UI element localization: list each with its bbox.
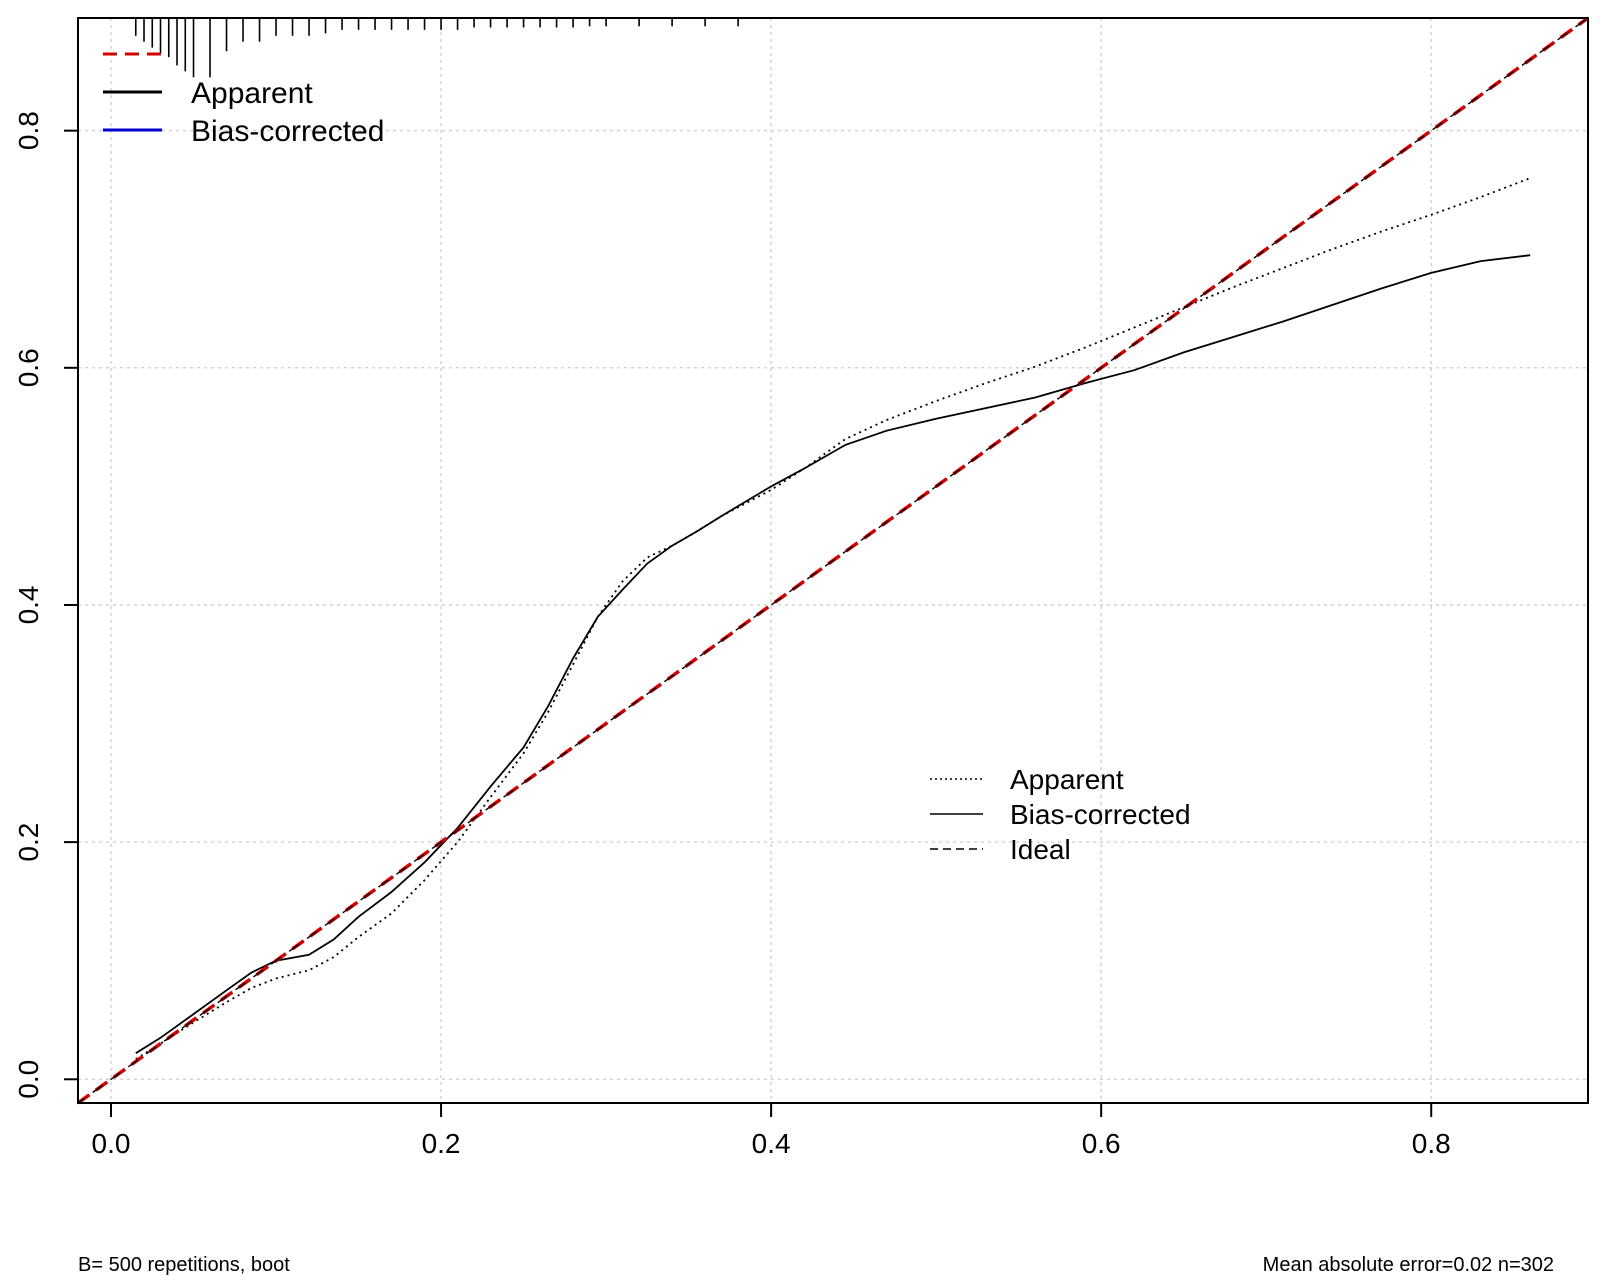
series-line-bias-corrected xyxy=(135,254,1531,1054)
x-tick-label: 0.2 xyxy=(422,1128,461,1159)
legend-top: Apparent Bias-corrected xyxy=(103,52,384,148)
legend-bottom-label: Ideal xyxy=(1010,834,1071,865)
x-tick-label: 0.6 xyxy=(1082,1128,1121,1159)
series-lines xyxy=(76,16,1590,1105)
x-tick-label: 0.0 xyxy=(92,1128,131,1159)
legend-top-label: Apparent xyxy=(191,77,313,110)
y-tick-label: 0.8 xyxy=(13,111,44,150)
series-line-apparent xyxy=(135,177,1531,1060)
plot-frame xyxy=(77,17,1589,1104)
x-tick-label: 0.4 xyxy=(752,1128,791,1159)
legend-bottom-label: Apparent xyxy=(1010,764,1124,795)
y-tick-label: 0.4 xyxy=(13,585,44,624)
x-axis: 0.0 0.2 0.4 0.6 0.8 xyxy=(92,1103,1451,1159)
ideal-overlay-line xyxy=(77,17,1589,1104)
y-axis: 0.0 0.2 0.4 0.6 0.8 xyxy=(13,111,78,1099)
footer-error: Mean absolute error=0.02 n=302 xyxy=(1262,1254,1554,1276)
y-tick-label: 0.6 xyxy=(13,348,44,387)
y-tick-label: 0.0 xyxy=(13,1060,44,1099)
rug-ticks xyxy=(134,18,739,78)
legend-bottom: Apparent Bias-corrected Ideal xyxy=(930,764,1191,865)
footer-repetitions: B= 500 repetitions, boot xyxy=(78,1254,290,1276)
legend-top-label: Bias-corrected xyxy=(191,115,384,148)
y-tick-label: 0.2 xyxy=(13,823,44,862)
legend-bottom-label: Bias-corrected xyxy=(1010,799,1191,830)
x-tick-label: 0.8 xyxy=(1412,1128,1451,1159)
grid-lines xyxy=(78,18,1588,1103)
